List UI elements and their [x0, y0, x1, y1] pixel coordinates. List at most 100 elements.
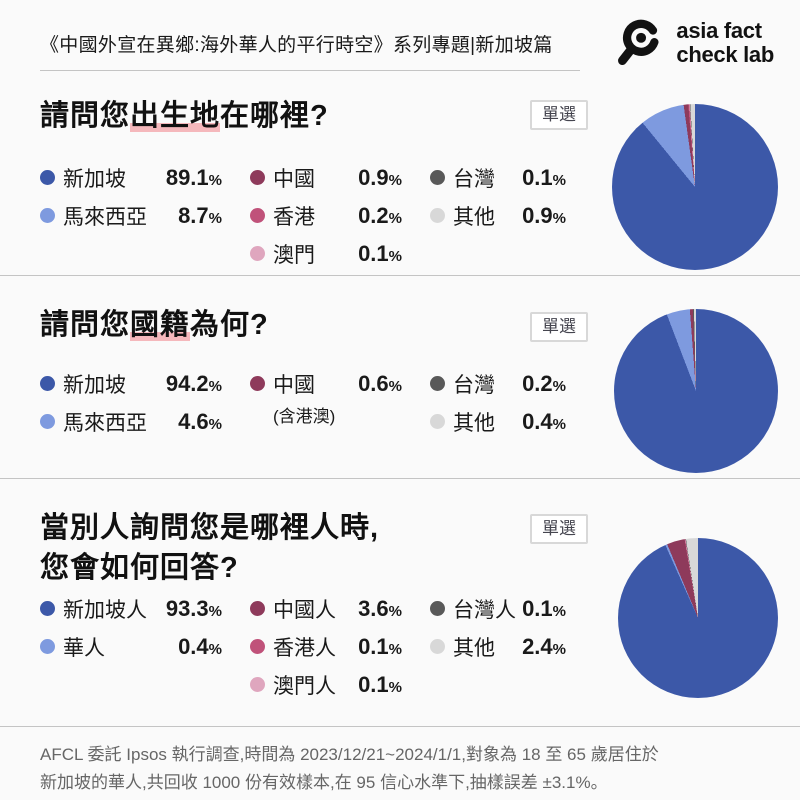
legend-item: 馬來西亞 4.6%	[40, 407, 222, 436]
legend-label: 馬來西亞	[63, 411, 147, 435]
legend-item: 其他 0.4%	[430, 407, 566, 436]
legend-value: 89.1%	[165, 164, 222, 190]
legend-dot-icon	[430, 601, 445, 617]
single-choice-badge: 單選	[530, 312, 588, 343]
legend-dot-icon	[250, 601, 265, 617]
legend-label: 其他	[453, 205, 495, 229]
legend-dot-icon	[250, 170, 265, 186]
legend-column: 新加坡 94.2% 馬來西亞 4.6%	[40, 369, 222, 445]
legend-label: 中國	[273, 167, 315, 191]
methodology-line-1: AFCL 委託 Ipsos 執行調查,時間為 2023/12/21~2024/1…	[40, 745, 659, 764]
title-text: 您會如何回答?	[40, 552, 239, 585]
legend-label: 新加坡	[63, 167, 126, 191]
legend-value: 4.6%	[178, 408, 222, 434]
legend-item: 新加坡人 93.3%	[40, 594, 222, 623]
legend-item: 中國 0.9%	[250, 163, 402, 192]
methodology-line-2: 新加坡的華人,共回收 1000 份有效樣本,在 95 信心水準下,抽樣誤差 ±3…	[40, 772, 608, 792]
legend-label: 台灣	[453, 373, 495, 397]
legend-item: 台灣 0.1%	[430, 163, 566, 192]
afcl-logo: asia fact check lab	[610, 14, 774, 72]
legend-label: 台灣	[453, 167, 495, 191]
legend-item: 澳門 0.1%	[250, 239, 402, 268]
pie-chart-identity	[618, 538, 778, 698]
legend-value: 0.9%	[358, 164, 402, 190]
title-highlighted-term: 出生地	[130, 100, 221, 132]
single-choice-badge: 單選	[530, 100, 588, 131]
legend-item: 馬來西亞 8.7%	[40, 201, 222, 230]
legend-column: 中國 0.9% 香港 0.2% 澳門 0.1%	[250, 163, 402, 277]
header: 《中國外宣在異鄉:海外華人的平行時空》系列專題|新加坡篇 asia fact c…	[0, 0, 800, 72]
legend-item: 香港 0.2%	[250, 201, 402, 230]
legend-label: 新加坡人	[63, 598, 147, 622]
legend-item: 香港人 0.1%	[250, 632, 402, 661]
legend-label: 馬來西亞	[63, 205, 147, 229]
logo-line-2: check lab	[676, 42, 774, 67]
legend-column: 台灣 0.1% 其他 0.9%	[430, 163, 566, 277]
legend-dot-icon	[430, 639, 445, 655]
legend-column: 中國 0.6% (含港澳)	[250, 369, 402, 445]
legend-item: 其他 0.9%	[430, 201, 566, 230]
legend-value: 0.4%	[178, 633, 222, 659]
legend-value: 0.1%	[358, 671, 402, 697]
legend-dot-icon	[430, 170, 445, 186]
magnifier-eye-icon	[618, 19, 660, 66]
legend-value: 0.1%	[522, 595, 566, 621]
legend-column: 台灣人 0.1% 其他 2.4%	[430, 594, 566, 708]
section-birthplace: 請問您出生地在哪裡? 單選 新加坡 89.1% 馬來西亞 8.7% 中國 0.9% 香港 0.…	[0, 72, 800, 275]
legend-item: 澳門人 0.1%	[250, 670, 402, 699]
series-title: 《中國外宣在異鄉:海外華人的平行時空》系列專題|新加坡篇	[40, 35, 553, 56]
legend-dot-icon	[250, 677, 265, 693]
legend-dot-icon	[430, 376, 445, 392]
legend-item: 中國 0.6%	[250, 369, 402, 398]
legend-value: 3.6%	[358, 595, 402, 621]
legend-item: 華人 0.4%	[40, 632, 222, 661]
legend-item: 台灣人 0.1%	[430, 594, 566, 623]
legend-item: 中國人 3.6%	[250, 594, 402, 623]
legend-dot-icon	[40, 170, 55, 186]
legend-value: 0.9%	[522, 202, 566, 228]
legend-value: 8.7%	[178, 202, 222, 228]
legend-item: 其他 2.4%	[430, 632, 566, 661]
legend-dot-icon	[40, 414, 55, 430]
legend-label: 澳門	[273, 243, 315, 267]
section-nationality: 請問您國籍為何? 單選 新加坡 94.2% 馬來西亞 4.6% 中國 0.6% (含港澳) 台…	[0, 275, 800, 478]
footer-methodology: AFCL 委託 Ipsos 執行調查,時間為 2023/12/21~2024/1…	[0, 726, 800, 800]
legend-dot-icon	[250, 208, 265, 224]
legend-value: 0.1%	[522, 164, 566, 190]
question-title: 請問您出生地在哪裡?	[40, 96, 520, 136]
legend-dot-icon	[250, 639, 265, 655]
legend-dot-icon	[40, 376, 55, 392]
legend-value: 0.6%	[358, 370, 402, 396]
legend-label: 台灣人	[453, 598, 516, 622]
legend-label: 新加坡	[63, 373, 126, 397]
legend-label: 其他	[453, 411, 495, 435]
legend-column: 新加坡人 93.3% 華人 0.4%	[40, 594, 222, 708]
title-text: 為何?	[190, 309, 269, 341]
legend-value: 2.4%	[522, 633, 566, 659]
header-divider	[40, 70, 580, 71]
legend: 新加坡 89.1% 馬來西亞 8.7% 中國 0.9% 香港 0.2% 澳門 0.1% 台灣 0.1%…	[40, 163, 800, 277]
pie-chart-birthplace	[612, 104, 778, 270]
eye-dot-icon	[636, 32, 647, 43]
legend-value: 0.2%	[522, 370, 566, 396]
legend-label: 華人	[63, 636, 105, 660]
logo-wordmark: asia fact check lab	[676, 19, 774, 67]
question-title: 請問您國籍為何?	[40, 305, 520, 345]
legend-value: 93.3%	[165, 595, 222, 621]
legend-value: 0.1%	[358, 633, 402, 659]
legend-label: 中國人	[273, 598, 336, 622]
pie-chart-nationality	[614, 309, 778, 473]
legend-item: 台灣 0.2%	[430, 369, 566, 398]
legend-value: 0.1%	[358, 240, 402, 266]
legend-column: 台灣 0.2% 其他 0.4%	[430, 369, 566, 445]
legend-value: 0.2%	[358, 202, 402, 228]
legend-label: 澳門人	[273, 674, 336, 698]
title-text: 請問您	[40, 100, 131, 132]
legend-dot-icon	[40, 208, 55, 224]
legend-label: 香港	[273, 205, 315, 229]
legend: 新加坡 94.2% 馬來西亞 4.6% 中國 0.6% (含港澳) 台灣 0.2% 其他 0.4%	[40, 369, 800, 445]
legend-column: 新加坡 89.1% 馬來西亞 8.7%	[40, 163, 222, 277]
legend-note: (含港澳)	[273, 407, 336, 427]
single-choice-badge: 單選	[530, 514, 588, 545]
